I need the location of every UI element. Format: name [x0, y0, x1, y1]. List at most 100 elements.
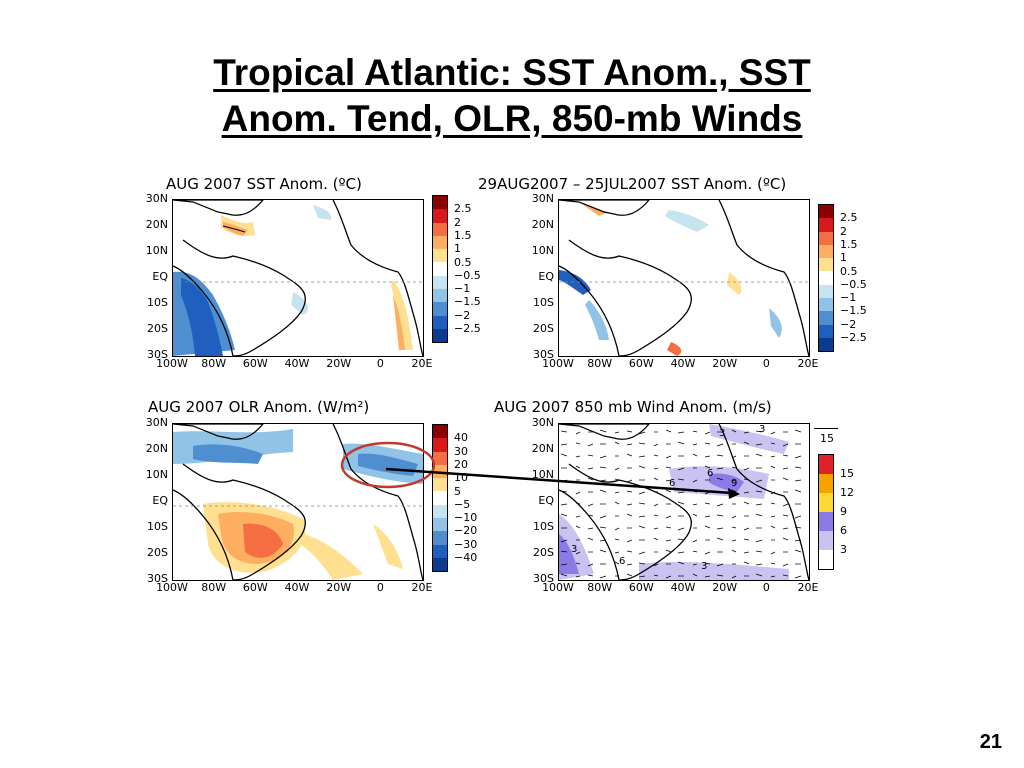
wind-vector-arrow [626, 550, 633, 553]
wind-lon-label: 20W [712, 581, 738, 594]
sst-colorbar-swatch [433, 315, 447, 329]
olr-colorbar-label: −5 [454, 497, 471, 511]
wind-vector-arrow [677, 431, 685, 434]
highlight-ellipse [340, 441, 436, 489]
wind-vector-arrow [575, 562, 581, 565]
tend-colorbar-swatch [819, 324, 833, 338]
wind-vector-arrow [653, 514, 659, 517]
wind-vector-arrow [599, 479, 607, 482]
wind-vector-arrow [782, 467, 789, 470]
tend-colorbar-swatch [819, 218, 833, 232]
olr-colorbar-label: −20 [454, 524, 478, 538]
wind-contour-label: 3 [701, 561, 707, 572]
wind-vector-arrow [704, 502, 711, 505]
wind-vector-arrow [743, 441, 750, 445]
olr-lat-label: 20S [147, 546, 168, 559]
wind-colorbar-label: 6 [840, 524, 847, 537]
sst-lat-label: 10N [145, 244, 168, 257]
olr-colorbar-swatch [433, 557, 447, 572]
wind-vector-arrow [692, 430, 698, 433]
tend-lat-label: 10N [531, 244, 554, 257]
sst-panel-title: AUG 2007 SST Anom. (ºC) [166, 175, 362, 193]
wind-vector-arrow [560, 430, 568, 433]
wind-vector-arrow [587, 477, 594, 481]
wind-vector-arrow [638, 525, 646, 529]
wind-vector-arrow [782, 503, 789, 507]
wind-vector-arrow [692, 563, 698, 566]
sst-lat-label: EQ [152, 270, 168, 283]
tend-lon-label: 20W [712, 357, 738, 370]
wind-vector-arrow [716, 537, 724, 541]
tend-lon-label: 20E [797, 357, 819, 370]
wind-vector-arrow [716, 443, 724, 447]
wind-vector-arrow [716, 454, 724, 457]
tend-colorbar-swatch [819, 244, 833, 259]
wind-vector-arrow [599, 455, 607, 459]
wind-vector-arrow [794, 479, 802, 482]
olr-lat-label: 20N [145, 442, 168, 455]
wind-colorbar-swatch [819, 493, 833, 512]
tend-colorbar-label: 2.5 [840, 211, 858, 225]
tend-colorbar-swatch [819, 231, 833, 245]
wind-vector-arrow [704, 515, 711, 518]
wind-vector-arrow [770, 575, 776, 578]
sst-lon-label: 60W [242, 357, 268, 370]
wind-vector-arrow [614, 431, 620, 434]
wind-vector-arrow [677, 478, 685, 481]
sst-colorbar-swatch [433, 289, 447, 303]
sst-lon-label: 40W [284, 357, 310, 370]
tend-colorbar-label: 0.5 [840, 264, 858, 278]
wind-vector-arrow [716, 503, 724, 507]
tend-lon-label: 60W [628, 357, 654, 370]
wind-vector-arrow [626, 430, 633, 433]
sst-map [172, 199, 424, 357]
tend-lon-label: 40W [670, 357, 696, 370]
sst-colorbar-swatch [433, 275, 447, 290]
annotation-arrow-line [385, 467, 733, 495]
olr-lat-label: 30N [145, 416, 168, 429]
tend-lon-label: 100W [542, 357, 574, 370]
wind-colorbar [818, 454, 834, 570]
wind-vector-arrow [755, 503, 763, 506]
wind-vector-arrow [716, 477, 724, 481]
wind-vector-arrow [755, 513, 763, 517]
wind-vector-arrow [653, 454, 659, 457]
sst-colorbar-label: 2.5 [454, 202, 472, 216]
wind-vector-arrow [626, 479, 633, 483]
wind-vector-arrow [782, 443, 789, 447]
sst-colorbar-swatch [433, 262, 447, 276]
wind-vector-arrow [575, 525, 581, 529]
olr-lon-label: 20W [326, 581, 352, 594]
wind-vector-arrow [560, 503, 568, 506]
olr-lon-label: 0 [376, 581, 384, 594]
wind-vector-arrow [560, 513, 568, 517]
wind-vector-arrow [677, 551, 685, 554]
olr-colorbar-swatch [433, 425, 447, 439]
wind-vector-arrow [755, 539, 763, 543]
wind-vector-arrow [575, 502, 581, 505]
wind-colorbar-swatch [819, 512, 833, 531]
wind-vector-arrow [587, 563, 594, 567]
wind-vector-arrow [782, 537, 789, 541]
wind-vector-arrow [731, 526, 737, 529]
slide-title-line1: Tropical Atlantic: SST Anom., SST [213, 52, 811, 93]
olr-lat-label: 10N [145, 468, 168, 481]
wind-vector-arrow [794, 429, 802, 433]
wind-vector-arrow [665, 479, 672, 482]
wind-vector-arrow [560, 550, 568, 553]
wind-vector-arrow [794, 575, 802, 579]
wind-lon-label: 20E [797, 581, 819, 594]
wind-vector-arrow [704, 431, 711, 435]
wind-vector-arrow [638, 575, 646, 578]
wind-vector-arrow [599, 575, 607, 579]
tend-colorbar-swatch [819, 284, 833, 299]
wind-vector-arrow [575, 575, 581, 578]
tend-colorbar-swatch [819, 337, 833, 352]
wind-vector-arrow [665, 539, 672, 542]
sst-lon-label: 20W [326, 357, 352, 370]
wind-vector-arrow [599, 429, 607, 433]
sst-lat-label: 20S [147, 322, 168, 335]
wind-colorbar-label: 12 [840, 486, 854, 499]
wind-vector-arrow [716, 563, 724, 567]
wind-vector-arrow [575, 442, 581, 445]
